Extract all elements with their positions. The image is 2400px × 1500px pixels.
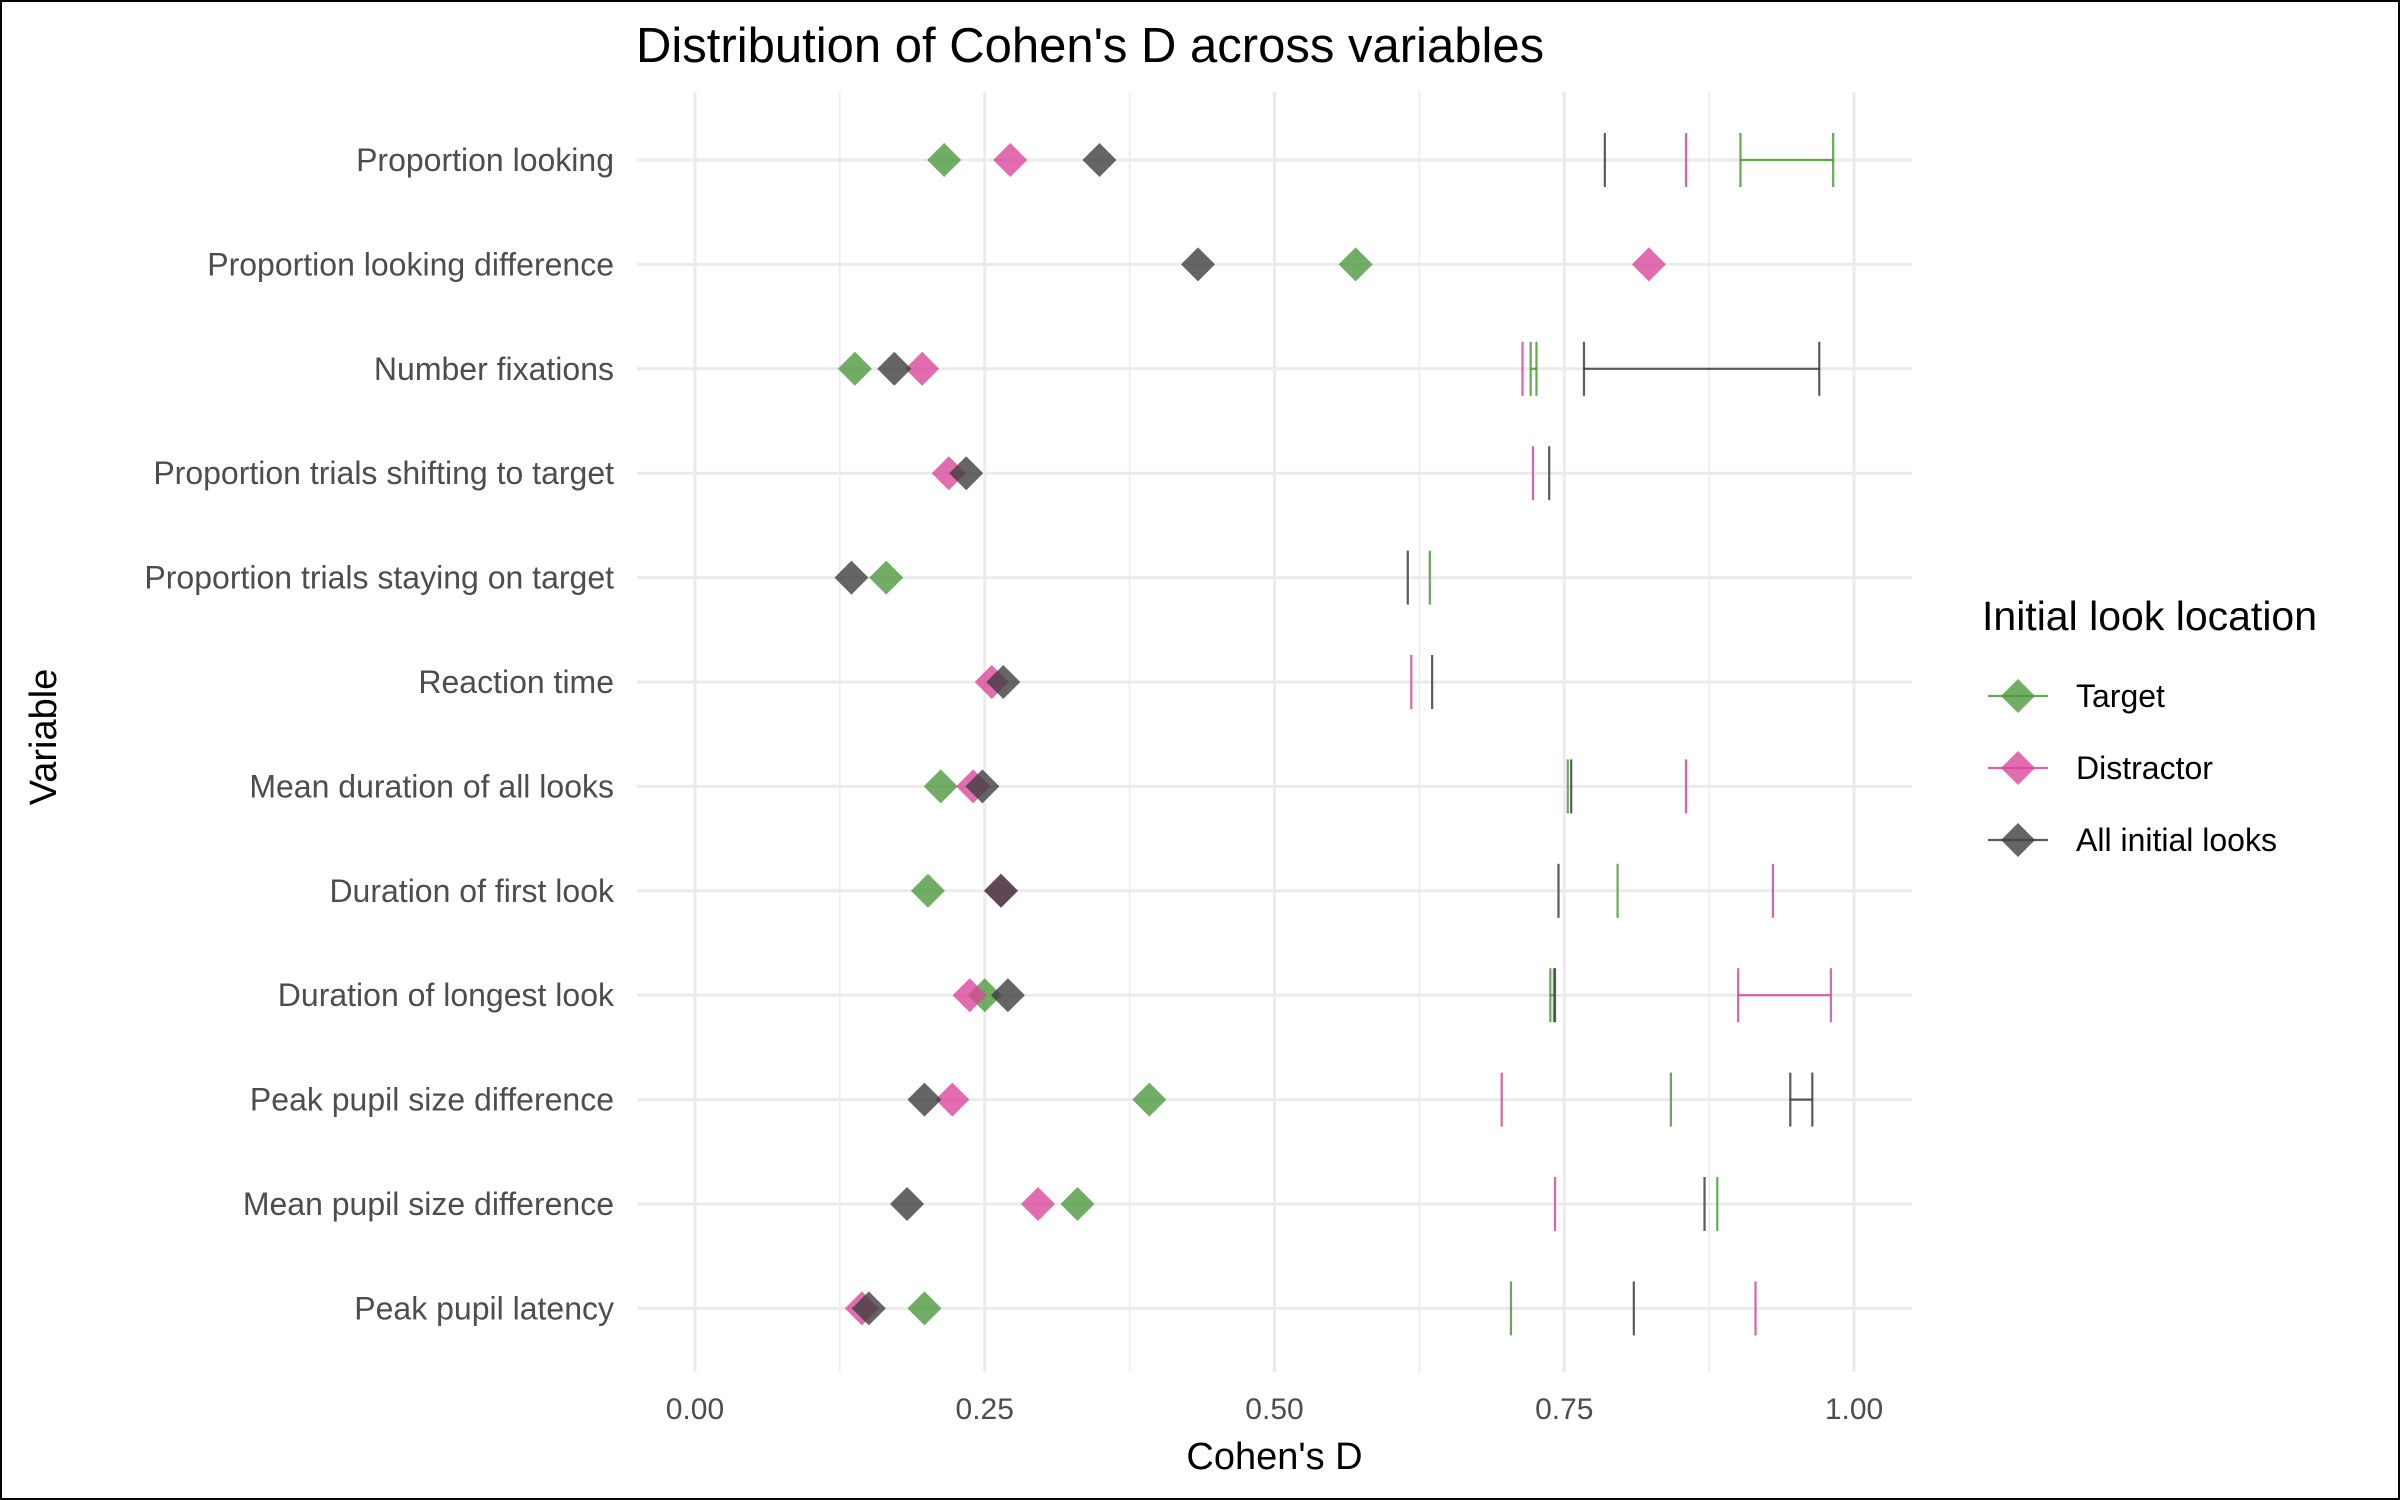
data-point — [1132, 1082, 1167, 1117]
y-tick-label: Proportion trials staying on target — [144, 560, 614, 596]
data-point — [965, 769, 1000, 804]
data-point — [1181, 247, 1215, 282]
y-tick-label: Reaction time — [418, 664, 614, 700]
data-point — [931, 456, 966, 491]
y-tick-label: Duration of longest look — [278, 977, 615, 1013]
y-tick-label: Proportion looking difference — [207, 246, 614, 282]
legend-label: Target — [2076, 678, 2165, 714]
legend-label: All initial looks — [2076, 822, 2277, 858]
data-point — [877, 351, 912, 386]
data-point — [990, 978, 1025, 1013]
legend-key-diamond — [2001, 751, 2035, 785]
x-tick-label: 0.50 — [1245, 1393, 1303, 1426]
data-point — [1060, 1187, 1095, 1221]
data-point — [993, 143, 1028, 177]
y-axis-title: Variable — [23, 669, 65, 806]
y-tick-label: Peak pupil latency — [354, 1290, 614, 1326]
legend-key-diamond — [2001, 679, 2035, 713]
y-tick-label: Proportion looking — [356, 142, 614, 178]
data-point — [1631, 247, 1666, 282]
y-tick-label: Number fixations — [374, 351, 614, 387]
y-tick-label: Proportion trials shifting to target — [153, 455, 614, 491]
data-point — [851, 1291, 886, 1326]
data-point — [952, 978, 987, 1013]
data-point — [910, 873, 945, 908]
y-tick-label: Mean duration of all looks — [249, 768, 614, 804]
legend-title: Initial look location — [1982, 593, 2317, 639]
x-tick-label: 0.25 — [956, 1393, 1014, 1426]
data-point — [905, 351, 940, 386]
data-point — [907, 1082, 942, 1117]
x-tick-label: 0.00 — [666, 1393, 724, 1426]
y-tick-label: Mean pupil size difference — [243, 1186, 614, 1222]
data-point — [907, 1291, 942, 1326]
data-point — [1021, 1187, 1056, 1221]
data-point — [935, 1082, 970, 1117]
data-point — [927, 143, 962, 177]
legend-key-diamond — [2001, 823, 2035, 857]
x-axis-title: Cohen's D — [1186, 1436, 1362, 1478]
x-tick-label: 1.00 — [1825, 1393, 1883, 1426]
data-point — [1082, 143, 1117, 177]
x-tick-label: 0.75 — [1535, 1393, 1593, 1426]
data-point — [983, 873, 1018, 908]
data-point — [869, 560, 904, 595]
data-point — [949, 456, 984, 491]
data-point — [986, 665, 1021, 699]
y-tick-label: Peak pupil size difference — [250, 1082, 614, 1118]
data-point — [890, 1187, 925, 1221]
chart-title: Distribution of Cohen's D across variabl… — [636, 19, 1544, 73]
y-tick-label: Duration of first look — [329, 873, 615, 909]
data-point — [837, 351, 872, 386]
data-point — [1338, 247, 1373, 282]
data-point — [923, 769, 958, 804]
data-point — [834, 560, 869, 595]
legend-label: Distractor — [2076, 750, 2213, 786]
